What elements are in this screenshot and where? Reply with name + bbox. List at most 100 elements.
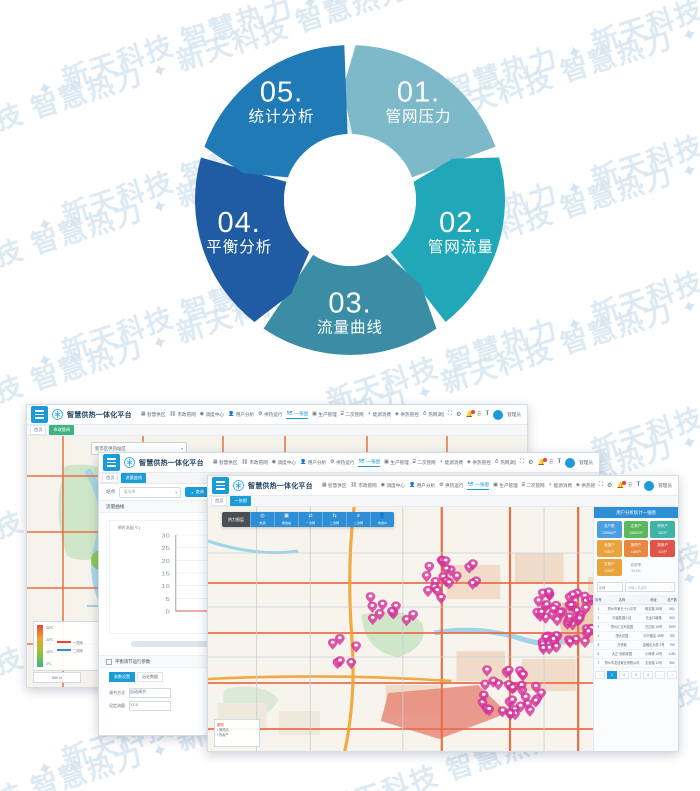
bell-icon[interactable]: 🔔 <box>616 481 627 489</box>
nav-item-5[interactable]: ⚙ 供热运行 <box>330 460 354 466</box>
map-pin[interactable] <box>541 632 551 644</box>
hamburger-menu-icon[interactable] <box>31 406 48 423</box>
nav-item-7[interactable]: ▣ 生产管理 <box>312 412 337 418</box>
avatar[interactable] <box>565 457 576 468</box>
hamburger-menu-icon[interactable] <box>103 454 120 471</box>
table-row[interactable]: 2 中建桂园小区 五龙口南路 560 <box>594 613 678 623</box>
nav-item-2[interactable]: ⛓ 市政管网 <box>241 460 267 466</box>
table-row[interactable]: 4 恒大花园 中兴路区 38号 780 <box>594 631 678 641</box>
tab-1[interactable]: 首页 <box>102 473 119 483</box>
page-3[interactable]: 3 <box>631 671 641 679</box>
donut-segment-3[interactable] <box>263 254 437 356</box>
map-pin[interactable] <box>507 695 518 707</box>
nav-item-10[interactable]: ◈供热管控 <box>467 460 491 466</box>
table-row[interactable]: 7 郑州市友谊置业有限公司 文化路 11号 560 <box>594 658 678 668</box>
stat-card-5[interactable]: 报停户 1080户 <box>623 540 649 557</box>
region-select[interactable]: 区域 <box>597 582 623 592</box>
map-pin[interactable] <box>538 643 549 655</box>
stat-card-6[interactable]: 报修户 420户 <box>650 540 675 557</box>
nav-item-4[interactable]: 👤 用户分析 <box>409 483 435 489</box>
map-pin[interactable] <box>497 706 508 718</box>
user-label[interactable]: 管理员 <box>507 411 521 417</box>
font-size-icon[interactable]: 𝐓 <box>557 459 562 465</box>
map-pin[interactable] <box>367 601 378 613</box>
balance-mini-tabs[interactable]: 参数设置 历史数据 <box>99 668 599 686</box>
map-pin[interactable] <box>468 559 478 571</box>
form-row-2[interactable]: 设定流量 17.5 <box>109 701 589 711</box>
query-button[interactable]: ⌕ 查询 <box>185 487 210 497</box>
nav-item-8[interactable]: ⌸ 二次管网 <box>413 460 436 466</box>
map-pin[interactable] <box>503 665 514 677</box>
font-size-icon[interactable]: 𝐓 <box>485 411 490 417</box>
nav-item-2[interactable]: ⛓ 市政管网 <box>169 412 195 418</box>
map-tool-4[interactable]: ⇆ 二次网 <box>322 512 346 527</box>
window3-nav[interactable]: ▦ 智慧供区 ⛓ 市政管网 ◉ 调度中心 👤 用户分析 ⚙ 供热运行 🗺 一张图 ▣ 生产管理 ⌸ 二次管网 ⚡… <box>322 482 595 490</box>
tab-2[interactable]: 一张图 <box>230 496 251 506</box>
stat-card-3[interactable]: 停供户 380户 <box>650 521 675 538</box>
page-2[interactable]: 2 <box>619 671 629 679</box>
map-pin[interactable] <box>552 615 563 627</box>
map-pin[interactable] <box>467 578 478 590</box>
tab-1[interactable]: 首页 <box>211 496 228 506</box>
page-1[interactable]: 1 <box>607 671 617 679</box>
window3-tabstrip[interactable]: 首页 一张图 <box>208 496 678 507</box>
map-pin[interactable] <box>522 699 533 711</box>
nav-item-9[interactable]: ⚡ 能源消费 <box>368 412 391 418</box>
nav-item-9[interactable]: ⚡ 能源消费 <box>440 460 463 466</box>
form-value[interactable]: 自动调节 <box>129 688 171 698</box>
map-pin[interactable] <box>505 709 516 721</box>
nav-item-10[interactable]: ◈供热管控 <box>395 412 419 418</box>
mini-tab-1[interactable]: 参数设置 <box>109 672 135 682</box>
map-layer-items[interactable]: ◎ 热源 ▣ 换热站 ⇄ 一次网 ⇆ 二次网 ≡ 二次网 👤 热用户 <box>250 512 394 527</box>
nav-item-2[interactable]: ⛓ 市政管网 <box>350 483 376 489</box>
nav-item-3[interactable]: ◉ 调度中心 <box>381 483 405 489</box>
map-pin[interactable] <box>444 578 455 590</box>
nav-item-5[interactable]: ⚙ 供热运行 <box>439 483 463 489</box>
user-label[interactable]: 管理员 <box>579 459 593 465</box>
collapse-icon[interactable] <box>106 658 112 665</box>
nav-item-1[interactable]: ▦ 智慧供区 <box>213 460 238 466</box>
search-icon[interactable]: ⌕ <box>670 585 672 589</box>
tab-2[interactable]: 流量曲线 <box>121 473 147 483</box>
map-pin[interactable] <box>580 636 590 649</box>
page-4[interactable]: 4 <box>643 671 653 679</box>
window1-header-right[interactable]: ⛶ ⚙ 🔔 ⠿ 𝐓 管理员 <box>448 409 523 420</box>
gear-icon[interactable]: ⚙ <box>528 460 534 466</box>
map-pin[interactable] <box>543 587 554 599</box>
user-label[interactable]: 管理员 <box>658 482 672 488</box>
map-tool-1[interactable]: ◎ 热源 <box>250 512 274 527</box>
donut-segment-4[interactable] <box>195 157 310 322</box>
map-pin[interactable] <box>351 641 361 653</box>
panel-filter[interactable]: 区域 请输入关键字 ⌕ <box>594 579 678 595</box>
apps-icon[interactable]: ⠿ <box>548 460 554 466</box>
map-pin[interactable] <box>548 634 559 646</box>
map-pin[interactable] <box>423 585 433 598</box>
map-pin[interactable] <box>530 696 541 708</box>
next-page-button[interactable]: › <box>667 671 677 679</box>
map-pin[interactable] <box>488 676 499 688</box>
nav-item-6[interactable]: 🗺 一张图 <box>467 482 490 490</box>
nav-item-3[interactable]: ◉ 调度中心 <box>200 412 224 418</box>
mini-tab-2[interactable]: 历史数据 <box>137 672 163 682</box>
table-row[interactable]: 5 万悦城 金融区大厦 2号 790 <box>594 640 678 650</box>
map-pin[interactable] <box>346 657 357 670</box>
map-pin[interactable] <box>533 596 544 608</box>
map-pin[interactable] <box>401 615 412 627</box>
apps-icon[interactable]: ⠿ <box>476 412 482 418</box>
map-pin[interactable] <box>518 670 529 682</box>
window2-header-right[interactable]: ⛶ ⚙ 🔔 ⠿ 𝐓 管理员 <box>520 457 595 468</box>
map-pin[interactable] <box>421 571 432 583</box>
bell-icon[interactable]: 🔔 <box>537 458 548 466</box>
gear-icon[interactable]: ⚙ <box>607 483 613 489</box>
map-tool-6[interactable]: 👤 热用户 <box>370 512 394 527</box>
user-table[interactable]: 序号 名称 地址 总户数 1 郑州市第五十六中学 明志路 38号 560 2 中建桂园小区 五龙口… <box>594 595 678 668</box>
map-pin[interactable] <box>365 592 376 604</box>
map-pin[interactable] <box>391 601 401 613</box>
bell-icon[interactable]: 🔔 <box>465 410 476 418</box>
stat-cards[interactable]: 总户数 268450户 正常户 208300户 停供户 380户 未缴户 9820户 报停户 10… <box>594 518 678 579</box>
area-select-dropdown[interactable]: 新市区供热站区 ▾ <box>91 442 187 455</box>
map-pin[interactable] <box>583 627 594 639</box>
tab-1[interactable]: 首页 <box>30 425 47 435</box>
map-pin[interactable] <box>564 612 575 624</box>
map-tool-2[interactable]: ▣ 换热站 <box>274 512 298 527</box>
